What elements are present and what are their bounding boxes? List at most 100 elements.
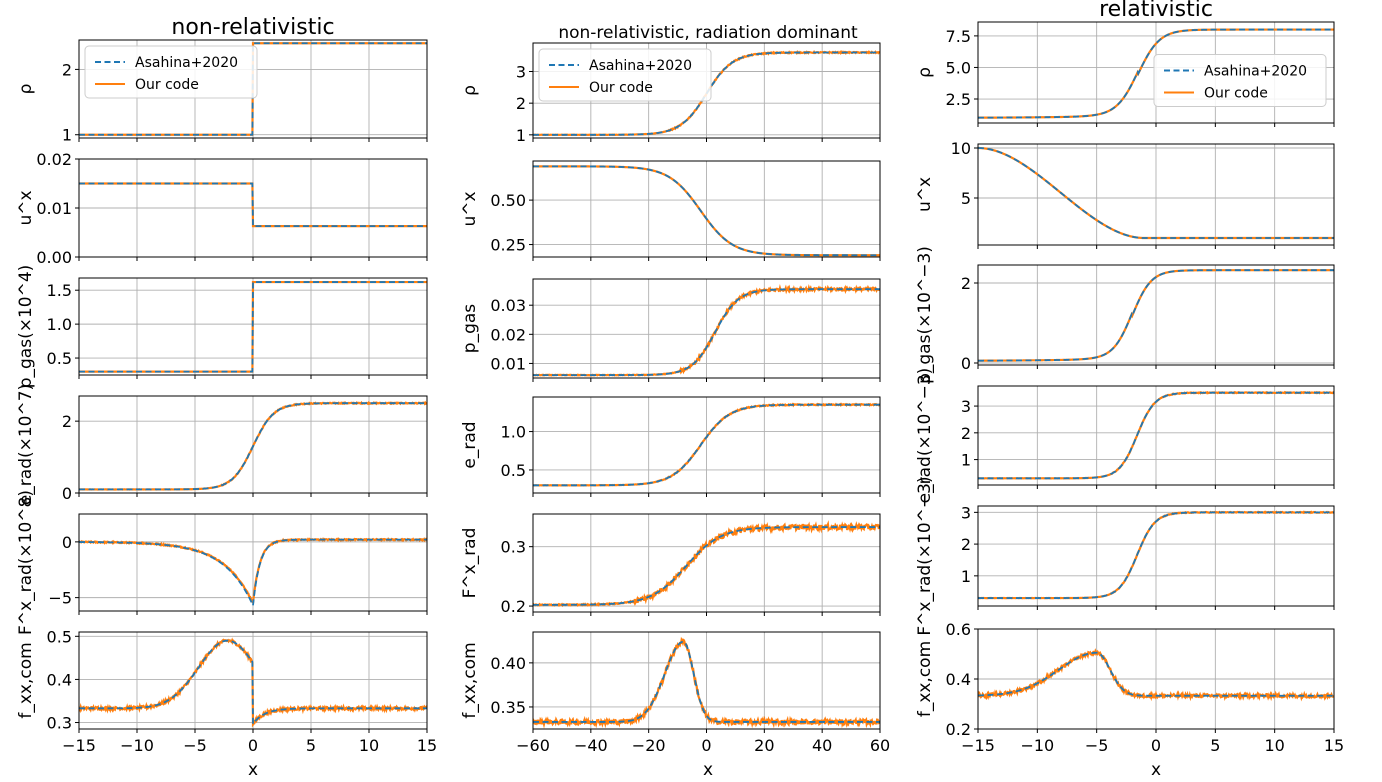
column-title-2: relativistic — [1099, 0, 1213, 22]
series-asahina-line — [978, 28, 1334, 119]
series-asahina-line — [533, 288, 880, 376]
series-asahina-line — [533, 403, 880, 487]
legend-label: Our code — [135, 77, 199, 93]
x-tick-label: −10 — [120, 736, 154, 755]
y-tick-label: 1 — [62, 126, 72, 145]
legend: Asahina+2020 Our code — [538, 48, 712, 102]
series-asahina-line — [978, 391, 1334, 480]
y-axis-label: e_rad(×10^7) — [16, 384, 36, 505]
y-tick-label: 2 — [961, 424, 971, 443]
series-asahina-line — [978, 511, 1334, 599]
y-tick-label: 5.0 — [946, 58, 971, 77]
y-tick-label: 3 — [516, 63, 526, 82]
y-tick-label: 2 — [516, 94, 526, 113]
y-tick-label: 3 — [961, 397, 971, 416]
y-tick-label: 0.3 — [501, 538, 526, 557]
series-asahina-line — [978, 269, 1334, 362]
panel-1-3: 0.5 1.0 e_rad — [460, 396, 881, 497]
panel-2-0: 2.5 5.0 7.5 ρ Asahina+2020 Our code — [915, 21, 1335, 127]
series-asahina-line — [533, 640, 880, 723]
panel-1-2: 0.01 0.02 0.03 p_gas — [460, 278, 881, 382]
x-tick-label: −10 — [1020, 736, 1054, 755]
y-tick-label: 2 — [961, 535, 971, 554]
column-title-0: non-relativistic — [171, 15, 334, 40]
panel-2-3: 1 2 3 e_rad(×10^−3) — [915, 368, 1335, 503]
y-axis-label: ρ — [16, 84, 36, 95]
panel-2-4: 1 2 3 F^x_rad(×10^−3) — [915, 476, 1335, 636]
panel-2-5: 0.2 0.4 0.6 −15 −10 −5 0 5 10 15 f_xx,com — [915, 620, 1344, 755]
y-axis-label: f_xx,com — [16, 642, 36, 718]
y-tick-label: 0.4 — [47, 670, 72, 689]
x-tick-label: −5 — [183, 736, 207, 755]
x-tick-label: −5 — [1085, 736, 1109, 755]
series-asahina-line — [978, 147, 1334, 239]
panel-0-5: 0.3 0.4 0.5 −15 −10 −5 0 5 10 15 f_xx,com — [16, 627, 437, 755]
x-axis-label-0: x — [248, 760, 258, 780]
y-tick-label: 0.5 — [47, 349, 72, 368]
y-axis-label: F^x_rad(×10^8) — [16, 490, 36, 635]
y-tick-label: 0.00 — [36, 248, 72, 267]
y-tick-label: 1.5 — [47, 281, 72, 300]
series-asahina-line — [533, 165, 880, 257]
y-tick-label: 2 — [62, 60, 72, 79]
y-axis-label: p_gas — [460, 304, 480, 353]
x-axis-label-2: x — [1151, 760, 1161, 780]
y-axis-label: ρ — [460, 85, 480, 96]
panel-0-1: 0.00 0.01 0.02 u^x — [16, 150, 428, 267]
y-tick-label: 0 — [62, 484, 72, 503]
panel-0-3: 0 2 e_rad(×10^7) — [16, 384, 428, 505]
y-tick-label: 7.5 — [946, 27, 971, 46]
x-tick-label: 10 — [359, 736, 379, 755]
y-axis-label: u^x — [16, 190, 36, 225]
y-axis-label: f_xx,com — [915, 641, 935, 717]
y-tick-label: 3 — [961, 503, 971, 522]
panel-0-0: 1 2 ρ Asahina+2020 Our code — [16, 39, 428, 145]
series-asahina-line — [79, 402, 427, 491]
y-tick-label: 0.2 — [501, 597, 526, 616]
x-tick-label: 60 — [870, 736, 890, 755]
x-axis-label-1: x — [703, 760, 713, 780]
panel-1-4: 0.2 0.3 F^x_rad — [460, 513, 881, 616]
y-tick-label: 0.01 — [36, 199, 72, 218]
y-tick-label: 5 — [961, 189, 971, 208]
series-asahina-line — [978, 651, 1334, 697]
y-tick-label: 10 — [951, 139, 971, 158]
legend-label: Our code — [589, 80, 653, 96]
y-tick-label: 0.02 — [490, 325, 526, 344]
series-asahina-line — [79, 182, 427, 228]
y-tick-label: 0.50 — [490, 191, 526, 210]
y-tick-label: 1 — [516, 126, 526, 145]
y-axis-label: e_rad — [460, 421, 480, 468]
legend-box — [538, 48, 712, 102]
x-tick-label: −15 — [961, 736, 995, 755]
x-tick-label: 40 — [812, 736, 832, 755]
y-tick-label: 0 — [961, 354, 971, 373]
y-axis-label: f_xx,com — [460, 642, 480, 718]
x-tick-label: −60 — [516, 736, 550, 755]
y-tick-label: 0.25 — [490, 236, 526, 255]
x-tick-label: 10 — [1264, 736, 1284, 755]
y-tick-label: 0.01 — [490, 354, 526, 373]
x-tick-label: −20 — [632, 736, 666, 755]
y-tick-label: 1 — [961, 451, 971, 470]
y-axis-label: u^x — [915, 177, 935, 212]
legend-label: Our code — [1204, 86, 1268, 102]
x-tick-label: 20 — [754, 736, 774, 755]
y-tick-label: 1.0 — [47, 315, 72, 334]
panel-1-0: 1 2 3 ρ Asahina+2020 Our code — [460, 42, 881, 145]
x-tick-label: −15 — [62, 736, 96, 755]
y-tick-label: 0.35 — [490, 698, 526, 717]
y-tick-label: 0.02 — [36, 150, 72, 169]
y-tick-label: 0.03 — [490, 296, 526, 315]
panel-1-5: 0.35 0.40 −60 −40 −20 0 20 40 60 f_xx,com — [460, 631, 890, 755]
legend: Asahina+2020 Our code — [1153, 54, 1327, 107]
y-tick-label: 0.5 — [47, 627, 72, 646]
y-tick-label: 0.40 — [490, 654, 526, 673]
x-tick-label: −40 — [574, 736, 608, 755]
y-tick-label: 2 — [961, 274, 971, 293]
x-tick-label: 5 — [1210, 736, 1220, 755]
y-axis-label: F^x_rad(×10^−3) — [915, 476, 935, 635]
panel-2-1: 5 10 u^x — [915, 139, 1335, 249]
series-asahina-line — [79, 538, 427, 609]
